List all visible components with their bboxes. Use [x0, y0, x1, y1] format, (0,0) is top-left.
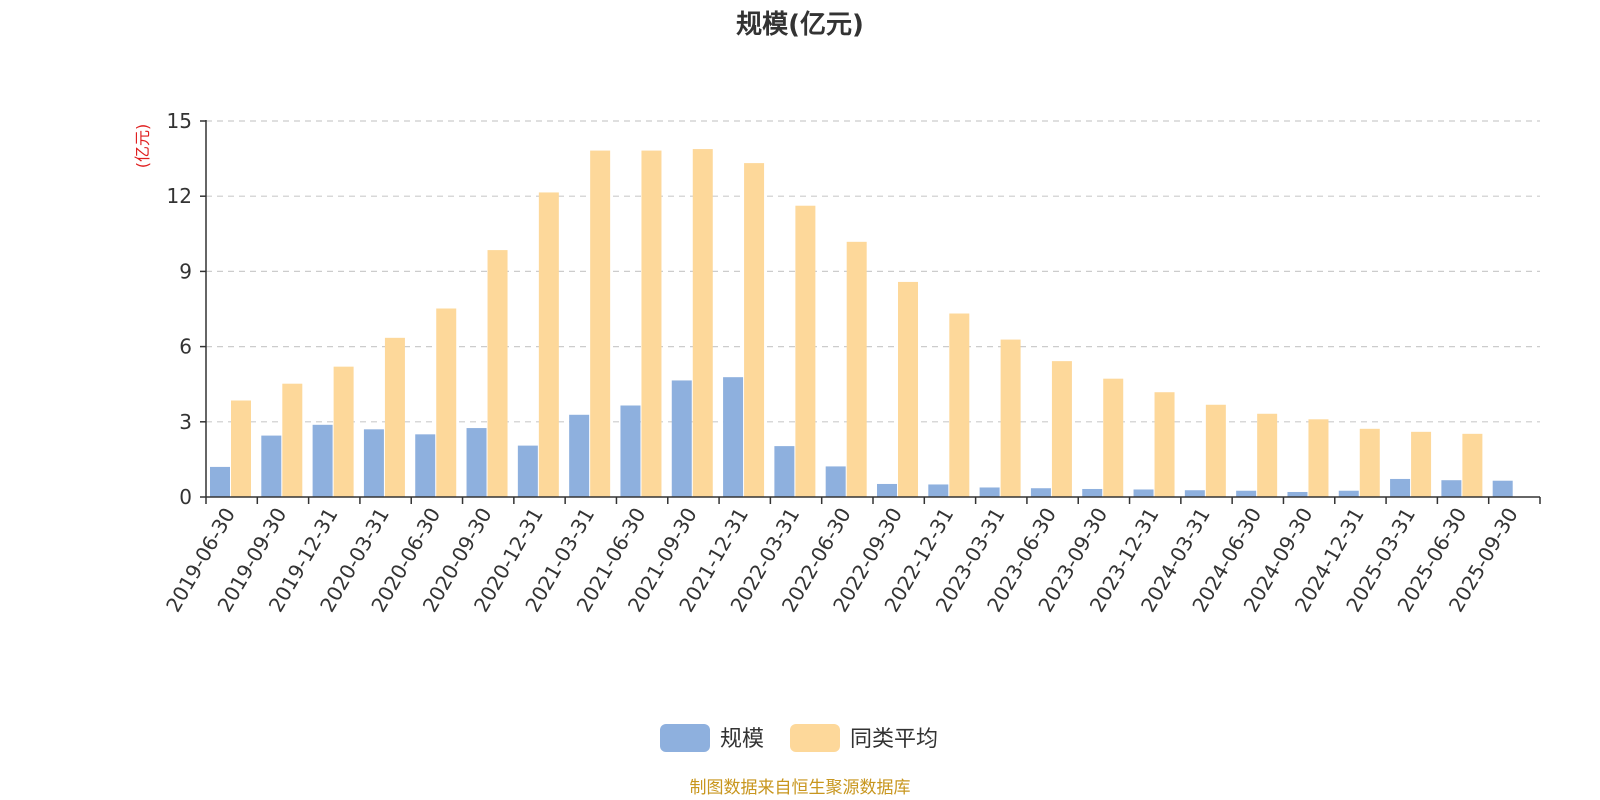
bar-series-2[interactable] — [1205, 404, 1226, 497]
bar-series-1[interactable] — [1133, 489, 1154, 497]
bar-series-2[interactable] — [949, 313, 970, 497]
bar-series-2[interactable] — [846, 241, 867, 497]
legend-swatch-series-2[interactable] — [790, 724, 840, 752]
y-tick-label: 0 — [179, 485, 192, 509]
bar-series-2[interactable] — [231, 400, 251, 497]
bar-series-2[interactable] — [487, 250, 508, 497]
bars — [210, 149, 1513, 498]
bar-series-2[interactable] — [1103, 378, 1124, 497]
bar-series-1[interactable] — [723, 377, 744, 497]
bar-series-1[interactable] — [466, 428, 487, 497]
bar-series-1[interactable] — [979, 487, 1000, 497]
bar-series-2[interactable] — [282, 383, 303, 497]
bar-series-1[interactable] — [363, 429, 384, 497]
y-tick-label: 3 — [179, 410, 192, 434]
bar-series-1[interactable] — [1236, 490, 1257, 497]
bar-series-2[interactable] — [1411, 431, 1432, 497]
y-tick-label: 9 — [179, 259, 192, 283]
y-axis-unit-label: (亿元) — [133, 124, 152, 169]
legend-label-series-2: 同类平均 — [850, 727, 938, 752]
bar-series-2[interactable] — [692, 149, 713, 498]
bar-series-1[interactable] — [620, 405, 641, 497]
y-tick-label: 12 — [167, 184, 192, 208]
bar-series-1[interactable] — [415, 434, 436, 497]
bar-series-1[interactable] — [517, 445, 538, 497]
chart-title: 规模(亿元) — [736, 10, 864, 40]
bar-series-2[interactable] — [1308, 419, 1329, 497]
bar-series-1[interactable] — [774, 446, 795, 497]
data-source-note: 制图数据来自恒生聚源数据库 — [690, 778, 911, 798]
bar-series-2[interactable] — [795, 205, 816, 497]
bar-series-1[interactable] — [312, 424, 333, 497]
bar-series-1[interactable] — [261, 435, 282, 497]
y-tick-label: 15 — [167, 109, 192, 133]
bar-series-1[interactable] — [928, 484, 949, 497]
bar-series-1[interactable] — [671, 380, 692, 497]
bar-series-1[interactable] — [1082, 488, 1103, 497]
bar-series-1[interactable] — [569, 414, 590, 497]
legend: 规模 同类平均 — [660, 724, 938, 752]
bar-series-2[interactable] — [333, 366, 354, 497]
bar-series-1[interactable] — [1287, 491, 1308, 497]
bar-series-2[interactable] — [590, 150, 611, 497]
bar-series-2[interactable] — [1051, 361, 1072, 497]
y-tick-label: 6 — [179, 335, 192, 359]
bar-series-2[interactable] — [1359, 428, 1380, 497]
bar-series-1[interactable] — [210, 466, 230, 497]
bar-series-2[interactable] — [1154, 392, 1175, 497]
bar-series-2[interactable] — [436, 308, 457, 497]
bar-series-1[interactable] — [877, 483, 897, 497]
bar-series-2[interactable] — [1000, 339, 1021, 497]
grid-lines — [206, 120, 1540, 423]
legend-label-series-1: 规模 — [720, 727, 764, 752]
bar-series-1[interactable] — [1492, 480, 1513, 497]
bar-series-2[interactable] — [744, 163, 765, 497]
bar-series-1[interactable] — [1030, 488, 1051, 497]
bar-series-1[interactable] — [1390, 478, 1411, 497]
bar-series-2[interactable] — [1257, 413, 1278, 497]
bar-series-2[interactable] — [898, 281, 918, 497]
bar-series-2[interactable] — [1462, 433, 1483, 497]
bar-series-2[interactable] — [538, 192, 559, 497]
axes — [200, 120, 1541, 504]
bar-series-2[interactable] — [641, 150, 662, 497]
bar-series-1[interactable] — [1441, 480, 1462, 497]
bar-series-1[interactable] — [1184, 490, 1205, 497]
tick-labels: 036912152019-06-302019-09-302019-12-3120… — [161, 109, 1523, 616]
legend-swatch-series-1[interactable] — [660, 724, 710, 752]
bar-series-1[interactable] — [825, 466, 846, 497]
bar-series-2[interactable] — [384, 337, 405, 497]
bar-series-1[interactable] — [1338, 490, 1359, 497]
